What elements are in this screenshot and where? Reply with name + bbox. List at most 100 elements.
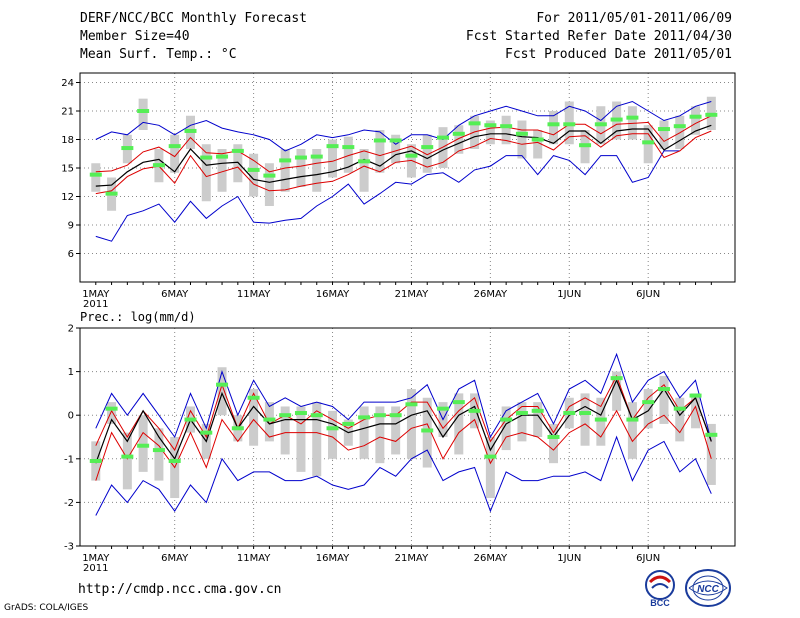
temp-box-day-12 (264, 163, 274, 206)
temp-box-day-20 (391, 134, 401, 164)
precip-lower-line (95, 405, 712, 481)
header-period: For 2011/05/01-2011/06/09 (536, 11, 732, 26)
precip-median-day-20 (389, 413, 402, 418)
precip-median-day-19 (373, 413, 386, 418)
temp-box-day-16 (328, 139, 338, 178)
precip-median-day-10 (231, 426, 244, 431)
precip-box-day-38 (675, 397, 685, 442)
precip-box-day-18 (359, 406, 369, 459)
precip-median-day-14 (294, 411, 307, 416)
precip-xtick-label: 1JUN (557, 553, 581, 564)
precip-median-day-27 (500, 417, 513, 422)
temp-median-day-40 (705, 112, 718, 117)
precip-box-day-20 (391, 406, 401, 455)
temp-median-day-29 (531, 137, 544, 142)
temp-median-day-10 (231, 148, 244, 153)
temp-box-day-17 (343, 136, 353, 173)
temp-median-day-25 (468, 121, 481, 126)
precip-median-day-6 (168, 458, 181, 463)
precip-median-day-11 (247, 395, 260, 400)
temp-median-day-24 (452, 131, 465, 136)
ncc-logo: NCC (685, 569, 731, 607)
precip-ytick-label: 1 (68, 367, 74, 378)
temp-median-day-13 (279, 158, 292, 163)
temp-box-day-18 (359, 149, 369, 192)
precip-box-day-36 (643, 389, 653, 429)
temp-box-day-37 (659, 120, 669, 149)
precip-median-day-29 (531, 408, 544, 413)
precip-upper-line (95, 374, 712, 452)
precip-box-day-33 (596, 397, 606, 446)
precip-median-day-13 (279, 413, 292, 418)
precip-box-day-32 (580, 393, 590, 446)
precip-box-day-2 (107, 402, 117, 424)
temp-median-day-18 (358, 159, 371, 164)
temp-box-day-35 (627, 106, 637, 140)
precip-box-day-26 (485, 437, 495, 499)
temp-lower-line (95, 130, 712, 195)
precip-xtick-label: 16MAY (316, 553, 350, 564)
temp-box-day-11 (249, 153, 259, 197)
precip-ytick-label: 0 (68, 411, 74, 422)
temp-xtick-label: 21MAY (395, 289, 429, 300)
precip-median-day-25 (468, 408, 481, 413)
precip-median-day-26 (484, 454, 497, 459)
precip-median-day-9 (216, 382, 229, 387)
precip-median-day-32 (579, 411, 592, 416)
precip-median-day-28 (515, 411, 528, 416)
precip-median-day-12 (263, 417, 276, 422)
precip-median-day-21 (405, 402, 418, 407)
precip-box-day-39 (691, 393, 701, 429)
temp-median-day-27 (500, 124, 513, 129)
temp-median-day-9 (216, 154, 229, 159)
temp-median-day-32 (579, 143, 592, 148)
temp-box-day-6 (170, 134, 180, 173)
temp-box-day-27 (501, 115, 511, 145)
temp-xtick-label: 26MAY (474, 289, 508, 300)
temp-median-day-14 (294, 155, 307, 160)
precip-box-day-35 (627, 402, 637, 459)
precip-box-day-28 (517, 402, 527, 442)
temp-ytick-label: 15 (61, 164, 74, 175)
precip-ytick-label: -3 (64, 542, 74, 553)
temp-median-day-28 (515, 131, 528, 136)
precip-median-day-17 (342, 421, 355, 426)
precip-ytick-label: -1 (64, 454, 74, 465)
precip-xtick-label: 11MAY (237, 553, 271, 564)
precip-max-line (95, 352, 712, 442)
temp-median-day-37 (657, 127, 670, 132)
temp-median-day-1 (89, 172, 102, 177)
precip-ytick-label: -2 (64, 498, 74, 509)
temp-box-day-39 (691, 106, 701, 135)
temp-median-day-4 (137, 109, 150, 113)
precip-box-day-40 (706, 423, 716, 485)
precip-median-day-5 (152, 448, 165, 453)
precip-median-day-4 (137, 443, 150, 448)
temp-median-day-19 (373, 138, 386, 143)
footer-url[interactable]: http://cmdp.ncc.cma.gov.cn (78, 582, 282, 597)
temp-xtick-label: 6MAY (161, 289, 189, 300)
precip-xtick-label: 21MAY (395, 553, 429, 564)
precip-year-label: 2011 (83, 563, 108, 574)
precip-min-line (95, 435, 712, 516)
header-started-date: Fcst Started Refer Date 2011/04/30 (465, 29, 732, 44)
precip-median-day-1 (89, 458, 102, 463)
precip-box-day-11 (249, 389, 259, 446)
precip-box-day-16 (328, 410, 338, 459)
temp-box-day-1 (91, 163, 101, 192)
temp-median-day-7 (184, 128, 197, 133)
precip-box-day-9 (217, 367, 227, 416)
temp-median-day-11 (247, 167, 260, 172)
temp-median-day-22 (421, 145, 434, 150)
temp-min-line (95, 150, 680, 242)
precip-median-day-36 (642, 400, 655, 405)
temp-xtick-label: 16MAY (316, 289, 350, 300)
precip-median-day-37 (657, 387, 670, 392)
temp-max-line (95, 100, 712, 152)
precip-mean-line (95, 378, 712, 464)
temp-ytick-label: 18 (61, 135, 74, 146)
temp-median-day-15 (310, 154, 323, 159)
precip-box-day-15 (312, 402, 322, 477)
temp-xtick-label: 1JUN (557, 289, 581, 300)
precip-box-day-34 (612, 371, 622, 411)
